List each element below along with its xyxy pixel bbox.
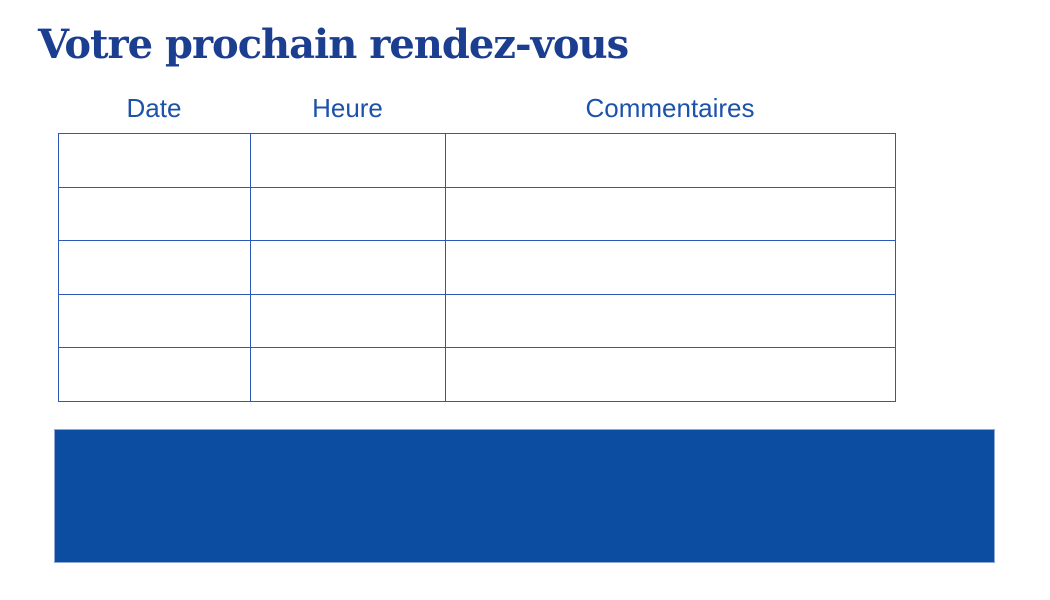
table-row: [58, 240, 896, 295]
table-cell[interactable]: [250, 240, 446, 295]
page-title: Votre prochain rendez-vous: [38, 21, 629, 68]
column-header-heure: Heure: [312, 93, 383, 123]
table-cell[interactable]: [445, 293, 896, 349]
table-cell[interactable]: [58, 347, 251, 402]
table-cell[interactable]: [445, 186, 896, 242]
table-row: [58, 186, 896, 242]
table-cell[interactable]: [58, 186, 251, 242]
table-cell[interactable]: [445, 240, 896, 295]
table-cell[interactable]: [58, 240, 251, 295]
table-row: [58, 293, 896, 349]
column-header-commentaires: Commentaires: [585, 93, 755, 123]
appointments-table-body: [58, 133, 896, 402]
table-row: [58, 133, 896, 188]
table-cell[interactable]: [250, 347, 446, 402]
column-header-date: Date: [126, 93, 182, 123]
table-cell[interactable]: [250, 293, 446, 349]
appointments-table: [58, 133, 896, 402]
table-header-row: Date Heure Commentaires: [58, 94, 895, 122]
table-cell[interactable]: [445, 133, 896, 188]
table-cell[interactable]: [58, 293, 251, 349]
bottom-banner-rectangle: [54, 429, 995, 563]
table-cell[interactable]: [250, 133, 446, 188]
table-row: [58, 347, 896, 402]
table-cell[interactable]: [58, 133, 251, 188]
table-cell[interactable]: [250, 186, 446, 242]
table-cell[interactable]: [445, 347, 896, 402]
